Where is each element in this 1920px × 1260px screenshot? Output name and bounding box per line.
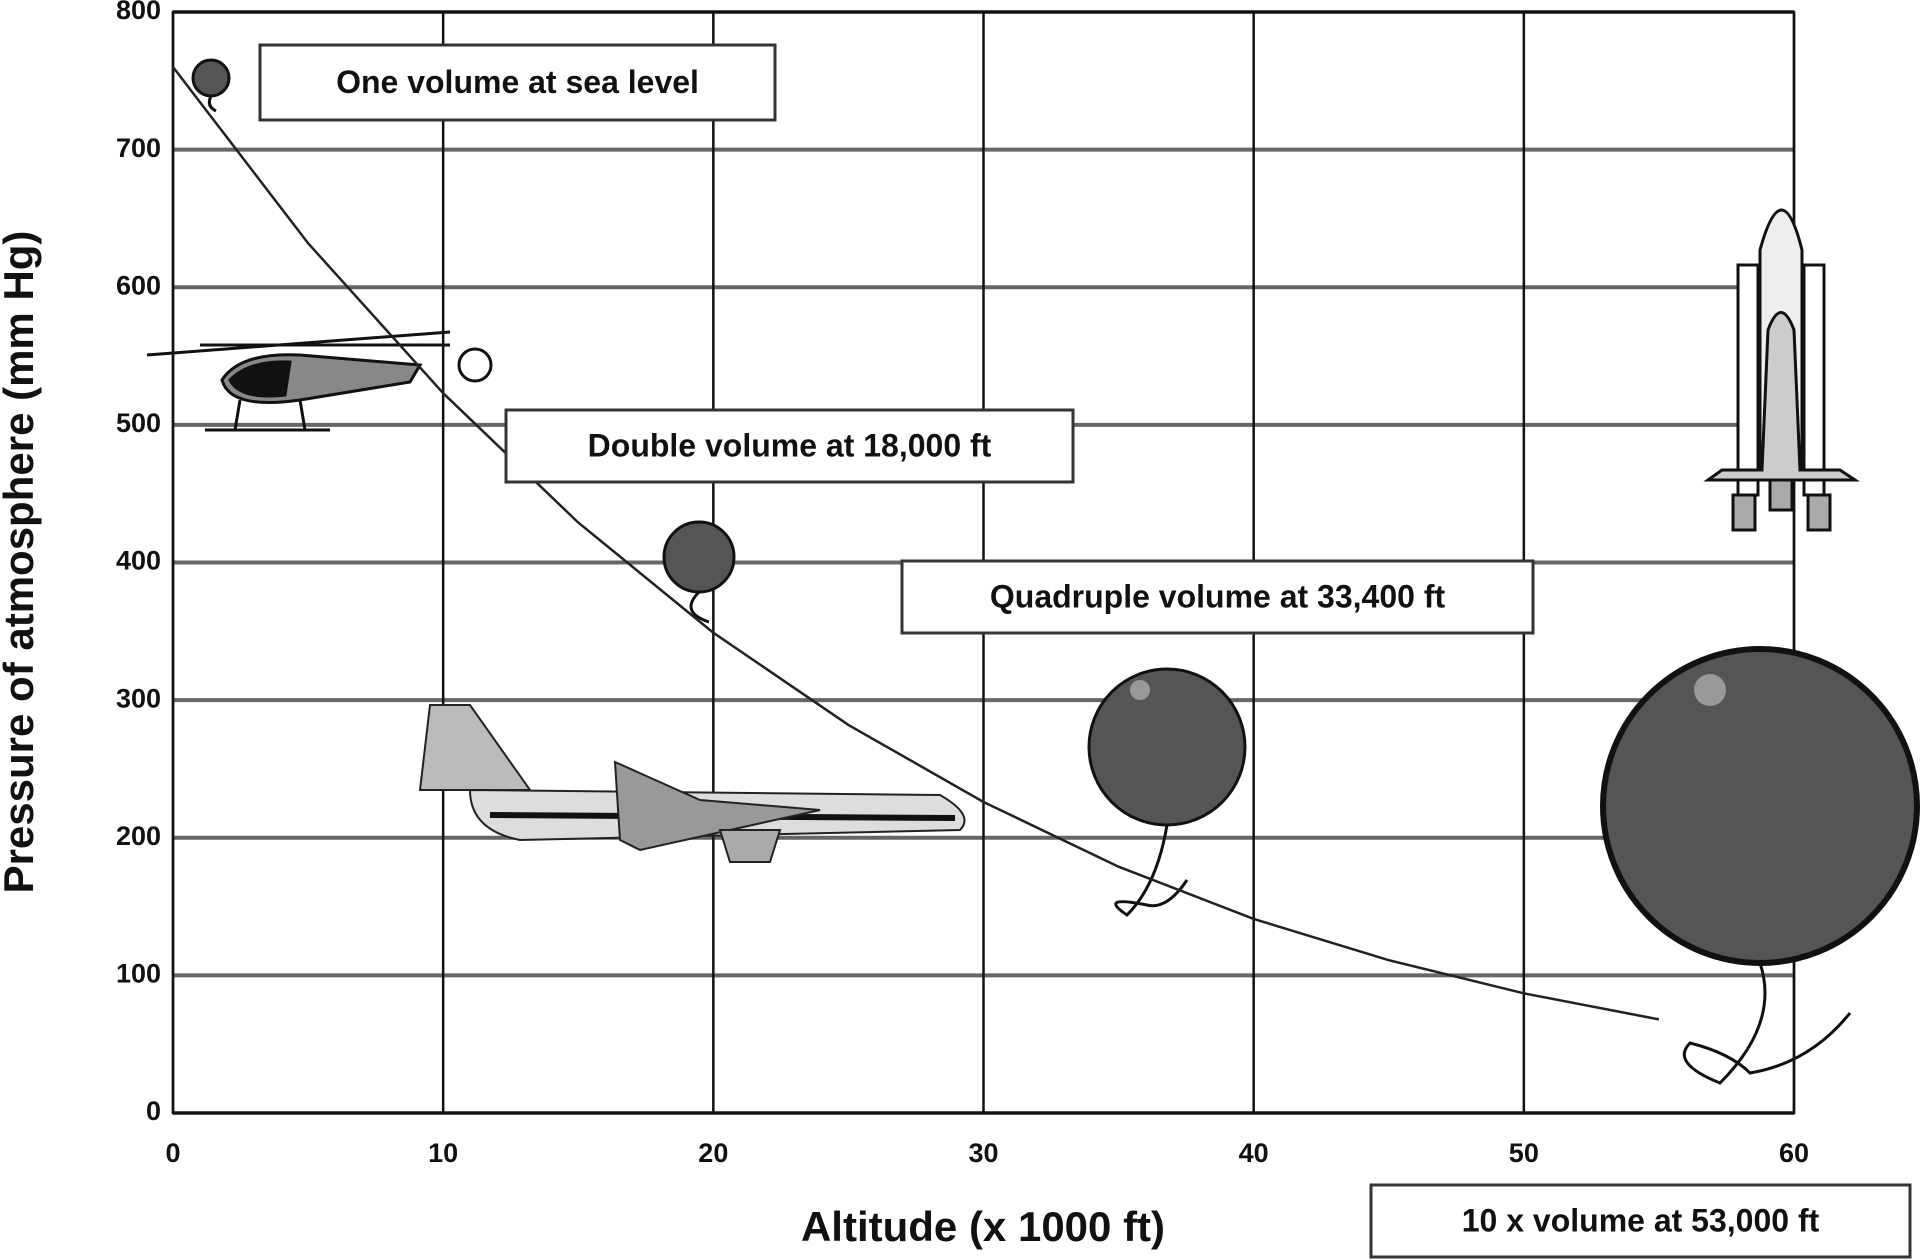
y-tick-label: 0 — [146, 1096, 161, 1126]
x-tick-label: 10 — [428, 1138, 458, 1168]
pressure-curve — [173, 67, 1659, 1019]
y-tick-label: 200 — [116, 821, 161, 851]
x-tick-label: 50 — [1509, 1138, 1539, 1168]
x-tick-label: 0 — [165, 1138, 180, 1168]
space-shuttle — [1708, 210, 1855, 530]
y-tick-label: 700 — [116, 133, 161, 163]
helicopter — [147, 332, 491, 430]
y-axis-title: Pressure of atmosphere (mm Hg) — [0, 231, 42, 894]
x-tick-label: 60 — [1779, 1138, 1809, 1168]
annotation: Double volume at 18,000 ft — [588, 427, 992, 463]
y-tick-label: 400 — [116, 546, 161, 576]
annotation: One volume at sea level — [336, 64, 699, 100]
y-tick-label: 300 — [116, 683, 161, 713]
x-tick-label: 40 — [1239, 1138, 1269, 1168]
y-tick-label: 500 — [116, 408, 161, 438]
y-tick-label: 100 — [116, 959, 161, 989]
y-tick-label: 800 — [116, 0, 161, 25]
annotation: Quadruple volume at 33,400 ft — [990, 578, 1446, 614]
y-tick-label: 600 — [116, 270, 161, 300]
x-tick-label: 20 — [698, 1138, 728, 1168]
annotation: 10 x volume at 53,000 ft — [1462, 1202, 1820, 1238]
x-tick-label: 30 — [968, 1138, 998, 1168]
x-axis-title: Altitude (x 1000 ft) — [801, 1203, 1165, 1250]
chart: Altitude (x 1000 ft) Pressure of atmosph… — [0, 0, 1920, 1260]
